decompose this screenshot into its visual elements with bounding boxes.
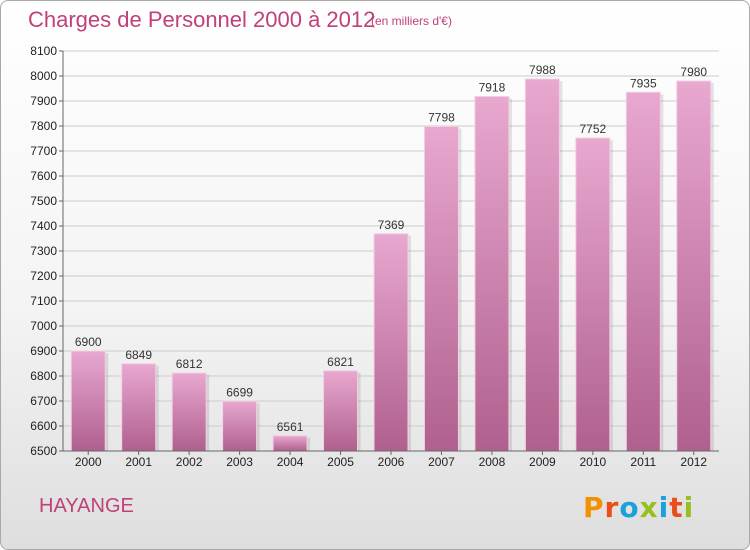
bar — [373, 233, 409, 452]
y-tick-label: 6800 — [30, 369, 57, 383]
y-tick-label: 7900 — [30, 94, 57, 108]
y-tick-label: 7300 — [30, 244, 57, 258]
bar — [625, 91, 661, 452]
x-tick-label: 2009 — [529, 455, 556, 469]
data-label: 6812 — [176, 357, 203, 371]
proxiti-logo: Proxiti — [583, 491, 694, 524]
bars — [70, 78, 714, 452]
bar — [575, 137, 611, 452]
data-label: 6849 — [125, 348, 152, 362]
chart-subtitle: (en milliers d'€) — [371, 14, 452, 28]
x-tick-label: 2011 — [630, 455, 656, 469]
x-tick-label: 2001 — [125, 455, 152, 469]
data-label: 7935 — [630, 76, 657, 90]
bar — [474, 96, 510, 452]
y-tick-label: 7200 — [30, 269, 57, 283]
bar — [121, 363, 157, 452]
data-labels: 6900 6849 6812 6699 6561 6821 7369 7798 7918 7988… — [75, 63, 708, 434]
y-tick-label: 6700 — [30, 394, 57, 408]
bar — [676, 80, 712, 452]
y-tick-label: 8100 — [30, 44, 57, 58]
data-label: 7918 — [479, 81, 506, 95]
y-tick-label: 8000 — [30, 69, 57, 83]
y-tick-label: 7700 — [30, 144, 57, 158]
y-tick-label: 7500 — [30, 194, 57, 208]
data-label: 7798 — [428, 111, 455, 125]
data-label: 7752 — [579, 122, 606, 136]
y-tick-label: 7100 — [30, 294, 57, 308]
bar — [323, 370, 359, 452]
x-tick-label: 2004 — [277, 455, 304, 469]
y-axis-ticks: 6500 6600 6700 6800 6900 7000 7100 7200 7300 7400… — [30, 44, 63, 458]
y-tick-label: 7400 — [30, 219, 57, 233]
data-label: 7980 — [680, 65, 707, 79]
y-tick-label: 7600 — [30, 169, 57, 183]
x-tick-label: 2006 — [378, 455, 405, 469]
logo-letter: i — [683, 491, 695, 524]
x-tick-label: 2008 — [479, 455, 506, 469]
bar — [70, 350, 106, 452]
bar — [272, 435, 308, 452]
x-tick-label: 2007 — [428, 455, 455, 469]
x-tick-label: 2005 — [327, 455, 354, 469]
data-label: 6821 — [327, 355, 354, 369]
logo-letter: o — [619, 491, 640, 524]
logo-letter: x — [639, 491, 659, 524]
data-label: 6699 — [226, 385, 253, 399]
bar — [524, 78, 560, 452]
bar — [171, 372, 207, 452]
bar — [222, 400, 258, 452]
x-axis-ticks: 2000 2001 2002 2003 2004 2005 2006 2007 2008 2009… — [75, 451, 707, 469]
y-tick-label: 6900 — [30, 344, 57, 358]
bar — [423, 126, 459, 452]
data-label: 6561 — [277, 420, 304, 434]
y-tick-label: 6600 — [30, 419, 57, 433]
logo-letter: P — [583, 491, 605, 524]
commune-name: HAYANGE — [39, 495, 134, 517]
logo-letter: r — [604, 491, 620, 524]
logo-letter: i — [658, 491, 670, 524]
x-tick-label: 2002 — [176, 455, 203, 469]
data-label: 7369 — [378, 218, 405, 232]
data-label: 7988 — [529, 63, 556, 77]
y-tick-label: 7800 — [30, 119, 57, 133]
y-tick-label: 7000 — [30, 319, 57, 333]
logo-letter: t — [669, 491, 684, 524]
x-tick-label: 2000 — [75, 455, 102, 469]
y-tick-label: 6500 — [30, 444, 57, 458]
data-label: 6900 — [75, 335, 102, 349]
x-tick-label: 2010 — [579, 455, 606, 469]
x-tick-label: 2003 — [226, 455, 253, 469]
chart-title: Charges de Personnel 2000 à 2012 — [28, 7, 376, 32]
x-tick-label: 2012 — [680, 455, 707, 469]
